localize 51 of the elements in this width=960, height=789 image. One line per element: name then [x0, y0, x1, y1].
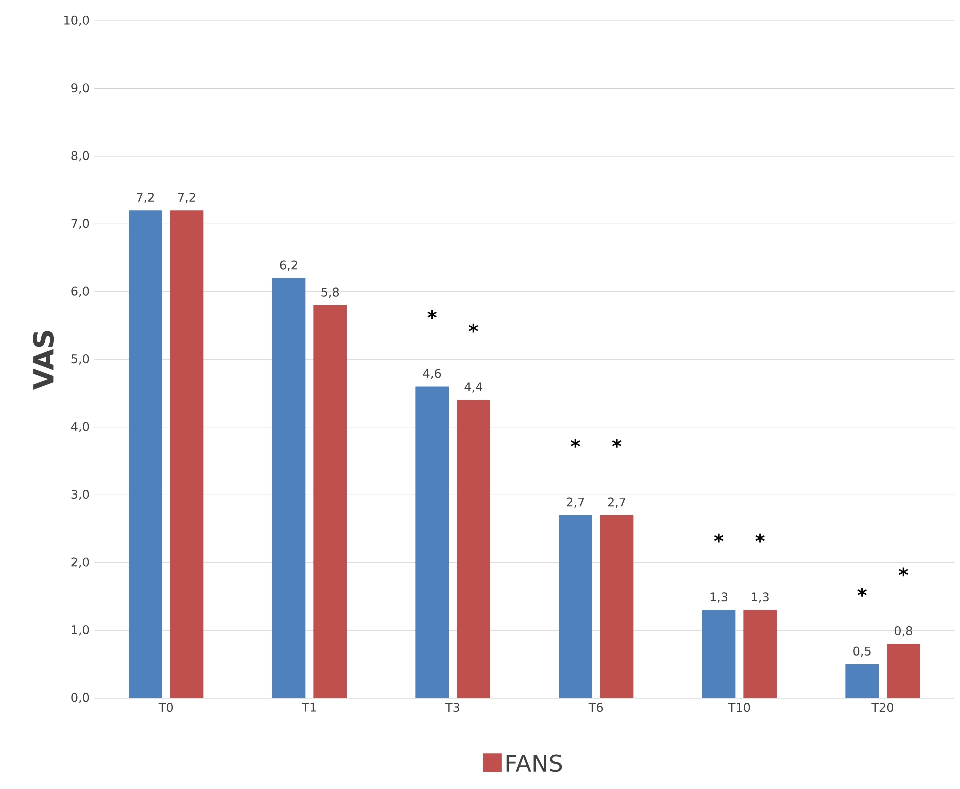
- annotation: *: [571, 439, 580, 448]
- data-label: 2,7: [608, 498, 626, 508]
- data-label: 0,5: [854, 646, 871, 658]
- data-label: 7,2: [178, 192, 196, 204]
- data-label: 4,6: [423, 369, 442, 380]
- data-label: 2,7: [567, 498, 584, 508]
- annotation: *: [714, 534, 724, 543]
- x-tick-label: T0: [158, 703, 174, 712]
- y-tick-label: 5,0: [72, 354, 90, 365]
- x-tick-label: T1: [302, 703, 316, 712]
- bar: [416, 386, 450, 698]
- legend-label: FANS: [506, 754, 562, 772]
- y-tick-label: 7,0: [72, 219, 90, 230]
- bar: [600, 515, 634, 698]
- y-tick-label: 8,0: [72, 151, 90, 162]
- bar: [559, 515, 592, 698]
- annotation: *: [428, 310, 437, 320]
- bar: [272, 278, 306, 698]
- data-label: 1,3: [752, 592, 769, 603]
- bar: [170, 210, 204, 698]
- annotation: *: [612, 439, 622, 448]
- data-label: 6,2: [280, 260, 298, 272]
- data-label: 7,2: [137, 192, 154, 204]
- x-tick-label: T3: [445, 703, 460, 712]
- bar: [702, 610, 736, 698]
- y-tick-label: 6,0: [72, 286, 90, 298]
- x-tick-label: T6: [588, 703, 604, 712]
- y-tick-label: 10,0: [64, 16, 90, 26]
- data-label: 4,4: [464, 382, 483, 393]
- bar: [129, 210, 162, 698]
- y-tick-label: 0,0: [72, 693, 90, 704]
- bar: [744, 610, 778, 698]
- y-tick-label: 4,0: [71, 422, 90, 433]
- y-tick-label: 2,0: [72, 558, 90, 568]
- y-tick-label: 1,0: [72, 625, 90, 636]
- annotation: *: [469, 324, 478, 333]
- bar: [846, 664, 880, 698]
- annotation: *: [756, 534, 765, 543]
- annotation: *: [858, 588, 867, 597]
- y-axis-title: VAS: [33, 331, 54, 390]
- y-tick-label: 3,0: [72, 490, 90, 500]
- annotation: *: [899, 568, 908, 577]
- data-label: 0,8: [894, 626, 912, 637]
- data-label: 5,8: [322, 288, 340, 298]
- x-tick-label: T10: [728, 703, 750, 712]
- bar: [314, 305, 348, 698]
- x-tick-label: T20: [872, 703, 894, 712]
- bar: [887, 644, 920, 698]
- y-tick-label: 9,0: [72, 84, 90, 94]
- bar: [457, 400, 490, 698]
- data-label: 1,3: [710, 592, 728, 603]
